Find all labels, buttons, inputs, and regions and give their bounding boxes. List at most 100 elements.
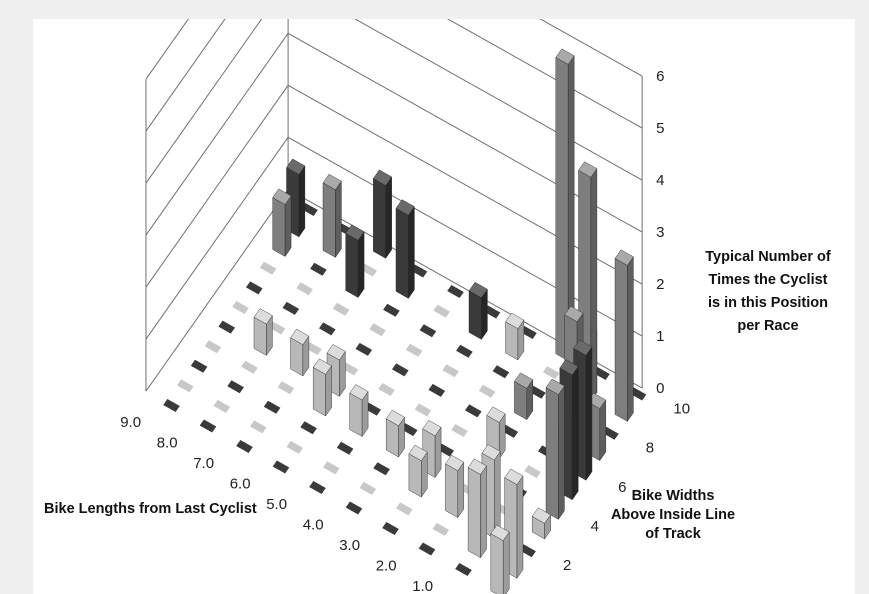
bar (290, 328, 310, 377)
y-tick-label: 4 (591, 518, 599, 535)
floor-marker (190, 359, 208, 373)
bar-face-side (457, 461, 464, 519)
y-tick-label: 6 (618, 479, 626, 496)
floor-marker (602, 426, 619, 440)
x-axis-title: Bike Lengths from Last Cyclist (44, 501, 257, 517)
bar-face-front (467, 467, 481, 559)
bar-face-front (272, 197, 286, 257)
floor-marker (410, 264, 428, 278)
x-tick-label: 9.0 (120, 414, 141, 431)
floor-marker (529, 385, 546, 399)
bar (545, 378, 565, 521)
bar (373, 169, 392, 259)
floor-marker (355, 342, 373, 356)
floor-marker (419, 324, 437, 338)
floor-marker (418, 542, 436, 556)
x-tick-label: 1.0 (412, 578, 433, 594)
bar-face-front (395, 207, 409, 299)
floor-marker (400, 423, 418, 437)
bar-face-top (253, 308, 273, 325)
bar-face-front (545, 387, 559, 520)
bar-face-side (298, 165, 306, 238)
floor-marker (301, 203, 318, 216)
floor-marker (177, 379, 194, 393)
y-tick-label: 2 (563, 557, 571, 574)
bar (408, 444, 428, 498)
bar-face-side (585, 346, 593, 481)
x-tick-label: 5.0 (266, 496, 287, 513)
bar-face-front (349, 392, 363, 437)
floor-marker (428, 383, 446, 397)
floor-marker (593, 367, 610, 380)
floor-marker (629, 387, 647, 401)
bar-face-top (322, 173, 342, 191)
bar (345, 224, 365, 299)
bar-face-top (490, 524, 510, 541)
bar-face-top (385, 409, 405, 427)
bar-face-front (345, 232, 359, 298)
floor-marker (345, 501, 363, 515)
floor-marker (218, 320, 235, 334)
z-tick-label: 4 (656, 172, 664, 189)
floor-marker (319, 322, 336, 336)
floor-marker (232, 301, 249, 314)
bar-face-top (326, 344, 346, 361)
floor-marker (241, 360, 258, 374)
bar (490, 524, 510, 594)
z-axis-title-line: is in this Position (708, 295, 828, 311)
floor-marker (296, 282, 313, 296)
y-axis-title-line: Bike Widths (632, 488, 715, 504)
floor-marker (465, 404, 482, 418)
floor-marker (455, 563, 472, 576)
z-tick-label: 0 (656, 380, 664, 397)
floor-marker (204, 340, 222, 354)
bar (505, 312, 525, 361)
z-tick-label: 3 (656, 224, 664, 241)
chart-panel: 012345601.02.03.04.05.06.07.08.09.002468… (33, 19, 855, 594)
floor-marker (300, 421, 317, 435)
bar-face-front (490, 533, 504, 594)
floor-marker (542, 366, 560, 380)
floor-marker (236, 440, 253, 453)
floor-marker (286, 440, 304, 454)
bar-face-side (480, 465, 487, 559)
bar-face-top (286, 158, 306, 175)
bar (253, 308, 273, 357)
floor-marker (250, 420, 267, 434)
floor-marker (323, 461, 340, 475)
bar-face-side (357, 231, 365, 299)
x-tick-label: 6.0 (230, 476, 251, 493)
x-tick-label: 7.0 (193, 455, 214, 472)
floor-marker (383, 303, 400, 317)
x-tick-label: 4.0 (303, 517, 324, 534)
floor-marker (268, 321, 286, 335)
bar-face-front (408, 453, 422, 498)
bar-face-top (373, 169, 392, 186)
bar-face-front (373, 178, 386, 259)
floor-marker (213, 399, 231, 413)
chart-labels: 012345601.02.03.04.05.06.07.08.09.002468… (44, 68, 831, 594)
bar-face-side (627, 256, 634, 423)
bar (467, 458, 487, 559)
bar-face-top (349, 384, 369, 401)
floor-marker (492, 365, 510, 379)
floor-marker (364, 402, 381, 416)
z-axis-title-line: per Race (737, 318, 798, 334)
bar-face-top (467, 458, 487, 475)
bar-face-top (555, 48, 575, 65)
bar-face-front (445, 463, 458, 518)
bar-face-front (313, 367, 326, 417)
bar (555, 48, 575, 362)
floor-marker (433, 304, 450, 318)
bar (614, 249, 634, 423)
floor-marker (396, 502, 413, 516)
bar-face-top (504, 468, 524, 485)
bar (445, 454, 465, 519)
floor-marker (227, 380, 244, 394)
floor-marker (520, 326, 537, 339)
y-axis-title-line: of Track (645, 526, 702, 542)
floor-marker (305, 342, 322, 355)
bar-face-side (408, 205, 415, 300)
bar-face-top (272, 188, 292, 205)
